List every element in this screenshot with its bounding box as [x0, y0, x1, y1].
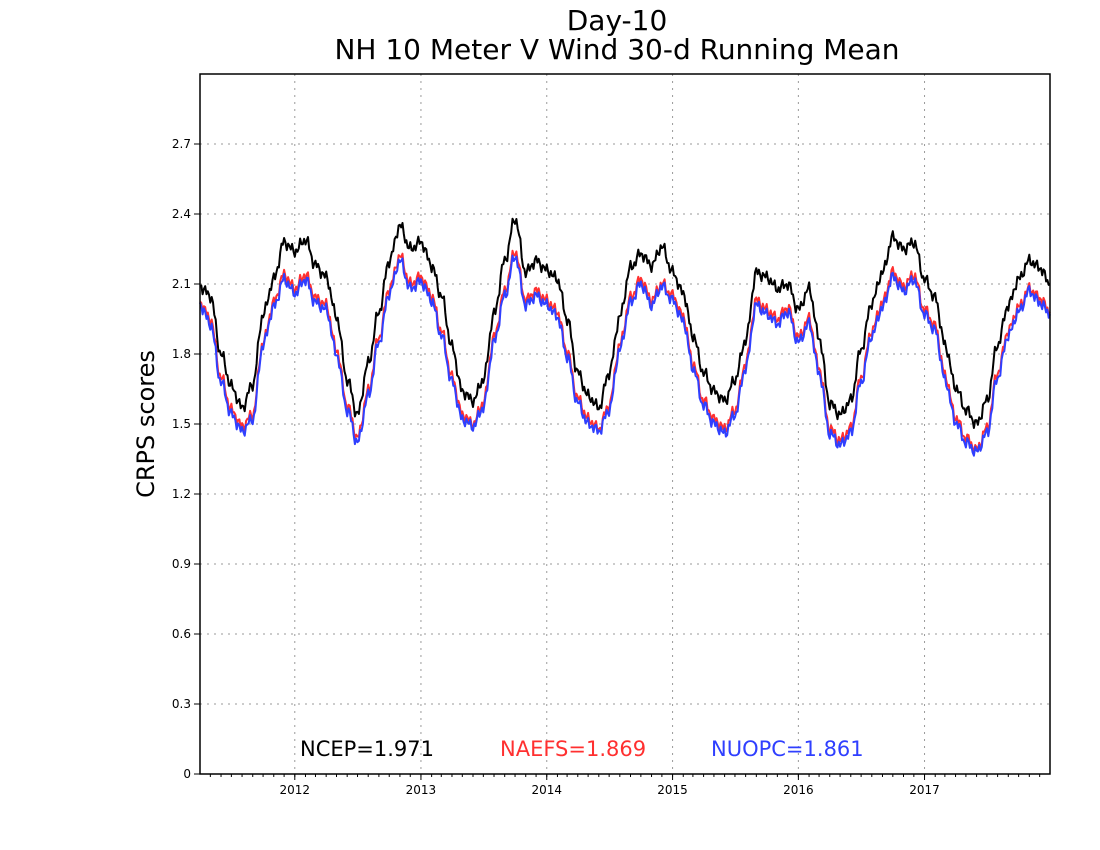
- chart-title: Day-10: [567, 4, 668, 37]
- x-tick-label: 2017: [909, 783, 940, 797]
- y-tick-label: 0.6: [172, 627, 191, 641]
- legend-ncep: NCEP=1.971: [300, 737, 434, 761]
- x-axis-ticks: 2012 2013 2014 2015 2016 2017: [209, 774, 1041, 797]
- legend-nuopc: NUOPC=1.861: [711, 737, 864, 761]
- y-tick-label: 0: [183, 767, 191, 781]
- chart-subtitle: NH 10 Meter V Wind 30-d Running Mean: [334, 33, 899, 66]
- x-tick-label: 2016: [783, 783, 814, 797]
- series-lines: [199, 217, 1051, 457]
- y-tick-label: 1.2: [172, 487, 191, 501]
- y-tick-label: 1.8: [172, 347, 191, 361]
- y-tick-label: 0.3: [172, 697, 191, 711]
- x-tick-label: 2015: [657, 783, 688, 797]
- y-tick-label: 1.5: [172, 417, 191, 431]
- series-nuopc-line: [199, 254, 1051, 457]
- x-tick-label: 2013: [406, 783, 437, 797]
- y-tick-label: 2.4: [172, 207, 191, 221]
- x-tick-label: 2012: [280, 783, 311, 797]
- y-axis-ticks: 0 0.3 0.6 0.9 1.2 1.5 1.8 2.1 2.4 2.7: [172, 137, 200, 781]
- grid: [200, 74, 1050, 774]
- y-tick-label: 0.9: [172, 557, 191, 571]
- y-tick-label: 2.1: [172, 277, 191, 291]
- y-tick-label: 2.7: [172, 137, 191, 151]
- series-ncep-line: [199, 217, 1051, 429]
- y-axis-label: CRPS scores: [132, 350, 160, 498]
- legend-naefs: NAEFS=1.869: [500, 737, 646, 761]
- x-tick-label: 2014: [531, 783, 562, 797]
